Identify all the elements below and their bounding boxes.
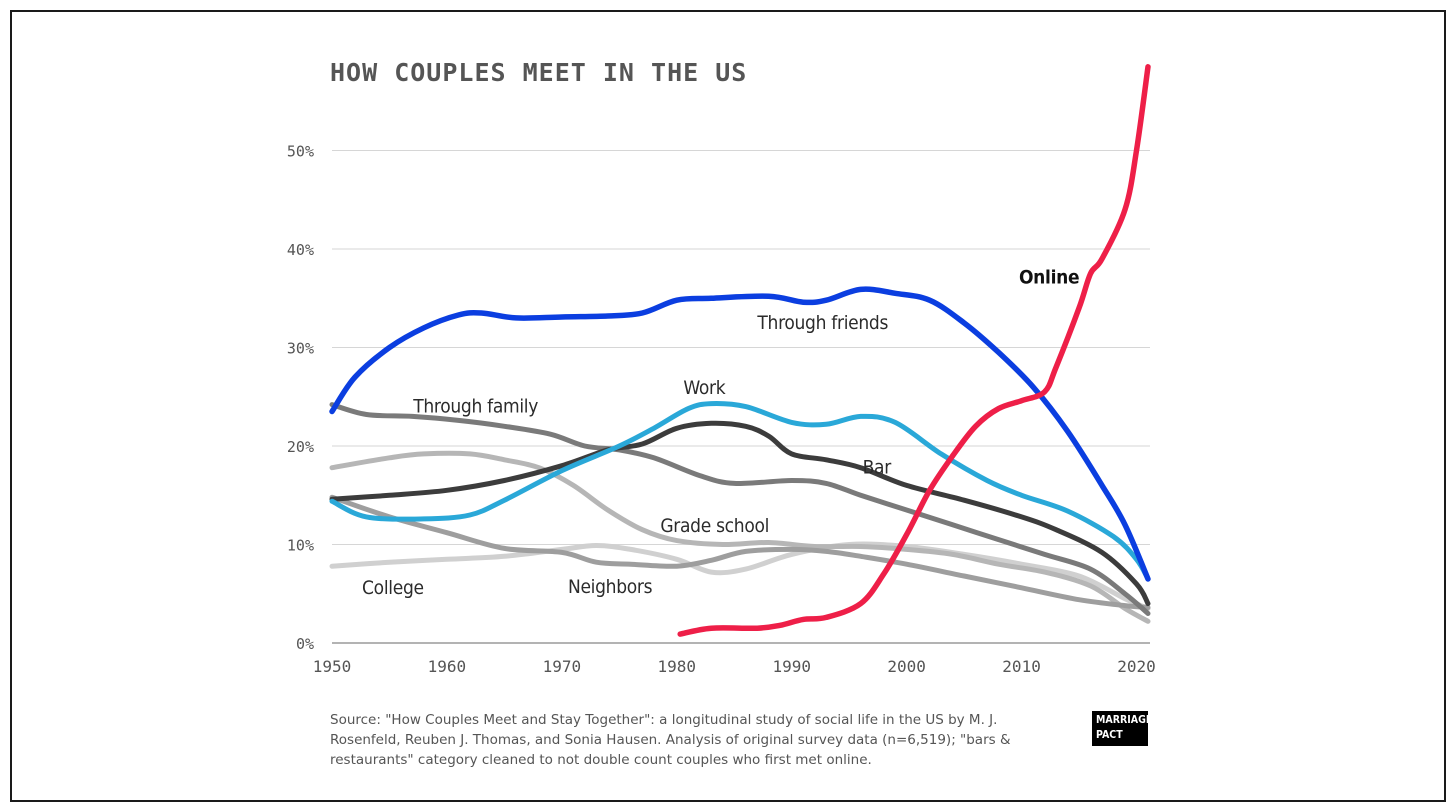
source-note: Source: "How Couples Meet and Stay Toget… — [330, 712, 1011, 768]
series-label-grade-school: Grade school — [660, 515, 769, 537]
x-tick-label: 2000 — [887, 657, 926, 676]
series-line-online — [677, 64, 1151, 637]
marriage-pact-logo: MARRIAGE PACT — [1092, 711, 1153, 746]
logo-line-2: PACT — [1096, 729, 1123, 741]
series-lines — [329, 64, 1151, 637]
series-label-through-friends: Through friends — [756, 312, 888, 334]
series-label-through-family: Through family — [412, 396, 538, 418]
series-label-bar: Bar — [863, 457, 893, 479]
series-label-neighbors: Neighbors — [568, 576, 653, 598]
series-label-college: College — [362, 577, 424, 599]
series-line-neighbors — [329, 494, 1151, 610]
series-label-work: Work — [683, 377, 725, 399]
series-labels: College Grade school Neighbors Through fami… — [362, 267, 1080, 599]
logo-line-1: MARRIAGE — [1096, 714, 1153, 726]
series-line-grade-school — [329, 450, 1151, 624]
axes: 0% 10% 20% 30% 40% 50% 1950 1960 1970 1980 1990 200… — [287, 143, 1156, 677]
series-label-online: Online — [1019, 267, 1079, 289]
x-tick-label: 1990 — [772, 657, 811, 676]
x-tick-label: 1960 — [428, 657, 467, 676]
x-tick-label: 2020 — [1117, 657, 1156, 676]
x-tick-label: 2010 — [1002, 657, 1041, 676]
y-tick-label: 40% — [287, 241, 314, 259]
x-tick-label: 1950 — [313, 657, 352, 676]
series-line-college — [329, 541, 1151, 611]
series-line-bar — [329, 420, 1151, 607]
y-tick-label: 30% — [287, 340, 314, 358]
x-tick-label: 1970 — [543, 657, 582, 676]
y-tick-label: 50% — [287, 143, 314, 161]
y-tick-label: 0% — [296, 635, 314, 653]
y-tick-label: 20% — [287, 438, 314, 456]
x-tick-label: 1980 — [658, 657, 697, 676]
series-line-through-family — [329, 402, 1151, 616]
series-line-work — [329, 401, 1151, 582]
y-tick-label: 10% — [287, 537, 314, 555]
series-line-through-friends — [329, 286, 1151, 582]
chart-title: HOW COUPLES MEET IN THE US — [330, 58, 748, 87]
